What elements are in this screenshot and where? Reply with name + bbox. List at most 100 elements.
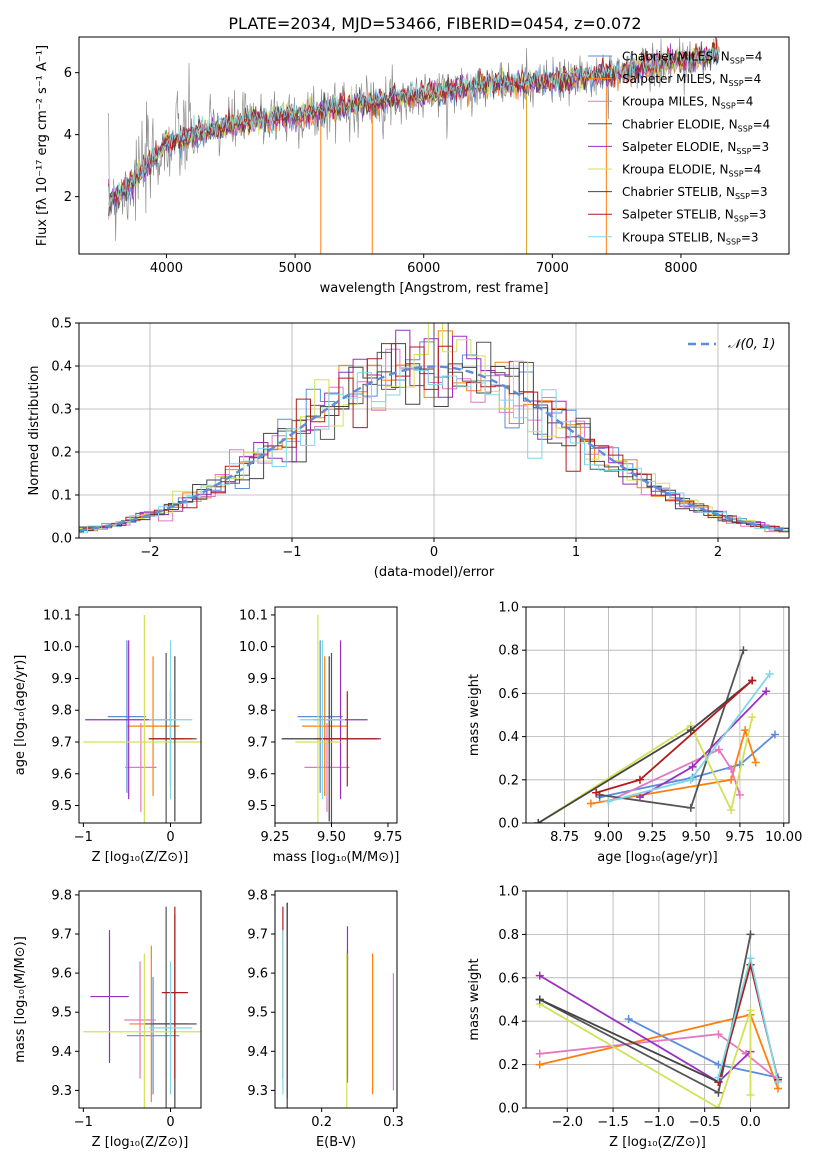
plot-area — [535, 930, 783, 1108]
x-tick-label: 9.75 — [725, 830, 754, 845]
y-tick-label: 9.7 — [247, 928, 268, 943]
plot-area — [282, 902, 395, 1108]
weight-point — [686, 775, 695, 784]
y-tick-label: 9.3 — [51, 1084, 72, 1099]
y-tick-label: 9.3 — [247, 1084, 268, 1099]
y-tick-label: 10.0 — [43, 640, 72, 655]
weight-point — [770, 730, 779, 739]
x-tick-label: −1.0 — [643, 1115, 675, 1130]
x-tick-label: −1 — [74, 1115, 93, 1130]
axes-frame — [274, 606, 398, 824]
legend-value: =3 — [750, 185, 768, 199]
age-vs-metallicity-plot: −1 0 9.5 9.6 9.7 9.8 9.9 10.0 10.1 Z [log₁₀(Z/Z⊙)… — [13, 606, 202, 865]
gaussian-curve — [79, 365, 789, 532]
weight-point — [714, 745, 723, 754]
weight-point — [635, 775, 644, 784]
y-tick-label: 0.0 — [498, 817, 519, 832]
weight-point — [746, 930, 755, 939]
x-tick-label: 0.2 — [311, 1115, 332, 1130]
x-tick-label: 1 — [572, 545, 580, 560]
x-axis-label: Z [log₁₀(Z/Z⊙)] — [92, 850, 189, 865]
weight-point — [686, 726, 695, 735]
y-tick-label: 9.5 — [247, 799, 268, 814]
y-tick-label: 0.2 — [498, 773, 519, 788]
y-axis-label: mass weight — [467, 674, 482, 756]
x-tick-label: 9.50 — [317, 830, 346, 845]
axes-frame — [78, 890, 202, 1109]
weight-point — [624, 1015, 633, 1024]
y-tick-label: 9.8 — [247, 704, 268, 719]
x-tick-label: 7000 — [536, 261, 569, 276]
legend-subscript: SSP — [721, 102, 736, 111]
x-tick-label: −1 — [74, 830, 93, 845]
y-tick-label: 9.5 — [51, 1006, 72, 1021]
figure-title: PLATE=2034, MJD=53466, FIBERID=0454, z=0… — [228, 14, 641, 33]
weight-point — [748, 713, 757, 722]
x-tick-label: 0 — [166, 830, 174, 845]
weight-point — [535, 995, 544, 1004]
x-tick-label: 0 — [166, 1115, 174, 1130]
axes-frame — [525, 606, 790, 824]
weight-point — [739, 646, 748, 655]
plot-area — [281, 614, 382, 823]
y-tick-label: 9.7 — [247, 736, 268, 751]
mass-vs-metallicity-plot: −1 0 9.3 9.4 9.5 9.6 9.7 9.8 Z [log₁₀(Z/Z⊙)] mass… — [13, 888, 202, 1150]
weight-series-line — [537, 717, 754, 823]
y-tick-label: 9.5 — [247, 1006, 268, 1021]
legend-label: Chabrier STELIB, NSSP=3 — [622, 185, 768, 201]
y-tick-label: 9.6 — [51, 967, 72, 982]
legend-subscript: SSP — [734, 215, 749, 224]
plot-area — [83, 906, 201, 1108]
x-axis-label: mass [log₁₀(M/M⊙)] — [273, 850, 400, 865]
y-tick-label: 9.8 — [51, 888, 72, 903]
legend-subscript: SSP — [729, 170, 744, 179]
weight-point — [535, 1060, 544, 1069]
y-tick-label: 0.6 — [498, 971, 519, 986]
legend-label: Salpeter STELIB, NSSP=3 — [622, 208, 766, 224]
legend-value: =4 — [736, 95, 754, 109]
y-tick-label: 10.0 — [239, 640, 268, 655]
legend-label: Chabrier ELODIE, NSSP=4 — [622, 117, 770, 133]
histogram-step — [79, 343, 789, 533]
weight-point — [774, 1077, 783, 1086]
x-axis-label: Z [log₁₀(Z/Z⊙)] — [92, 1135, 189, 1150]
weight-series-line — [539, 1033, 779, 1081]
weight-point — [635, 793, 644, 802]
histogram-step — [79, 343, 789, 533]
weight-point — [586, 799, 595, 808]
legend-label: Kroupa STELIB, NSSP=3 — [622, 230, 759, 246]
x-tick-label: 5000 — [279, 261, 312, 276]
y-tick-label: 9.8 — [247, 888, 268, 903]
legend-label: Salpeter MILES, NSSP=4 — [622, 72, 761, 88]
x-axis-label: (data-model)/error — [374, 565, 495, 580]
axes-frame — [78, 36, 790, 255]
weight-point — [741, 726, 750, 735]
model-spectrum-line — [108, 45, 720, 207]
plot-area — [83, 614, 201, 823]
legend-value: =3 — [749, 208, 767, 222]
y-tick-label: 6 — [64, 66, 72, 81]
y-axis-label: Normed distribution — [27, 366, 42, 496]
weight-point — [604, 797, 613, 806]
weight-vs-metallicity-plot: −2.0 −1.5 −1.0 −0.5 0.0 0.0 0.2 0.4 0.6 0.8 1.0 Z [… — [467, 885, 790, 1150]
mass-vs-extinction-plot: 0.2 0.3 9.3 9.4 9.5 9.6 9.7 9.8 E(B-V) — [247, 888, 403, 1150]
x-tick-label: 10.00 — [765, 830, 802, 845]
x-tick-label: 4000 — [150, 261, 183, 276]
x-tick-label: 6000 — [407, 261, 440, 276]
weight-series-line — [608, 748, 741, 803]
y-tick-label: 0.3 — [51, 403, 72, 418]
weight-point — [765, 669, 774, 678]
y-tick-label: 9.6 — [247, 767, 268, 782]
y-tick-label: 0.2 — [51, 446, 72, 461]
legend-label: Salpeter ELODIE, NSSP=3 — [622, 140, 769, 156]
y-tick-label: 0.8 — [498, 644, 519, 659]
x-tick-label: 9.25 — [261, 830, 290, 845]
legend-value: =3 — [741, 230, 759, 244]
legend-value: =4 — [745, 50, 763, 64]
weight-series-line — [539, 1003, 752, 1108]
y-tick-label: 0.4 — [51, 360, 72, 375]
axes-frame — [525, 890, 790, 1109]
weight-point — [746, 1090, 755, 1099]
legend-subscript: SSP — [726, 237, 741, 246]
legend-label: Kroupa MILES, NSSP=4 — [622, 95, 753, 111]
